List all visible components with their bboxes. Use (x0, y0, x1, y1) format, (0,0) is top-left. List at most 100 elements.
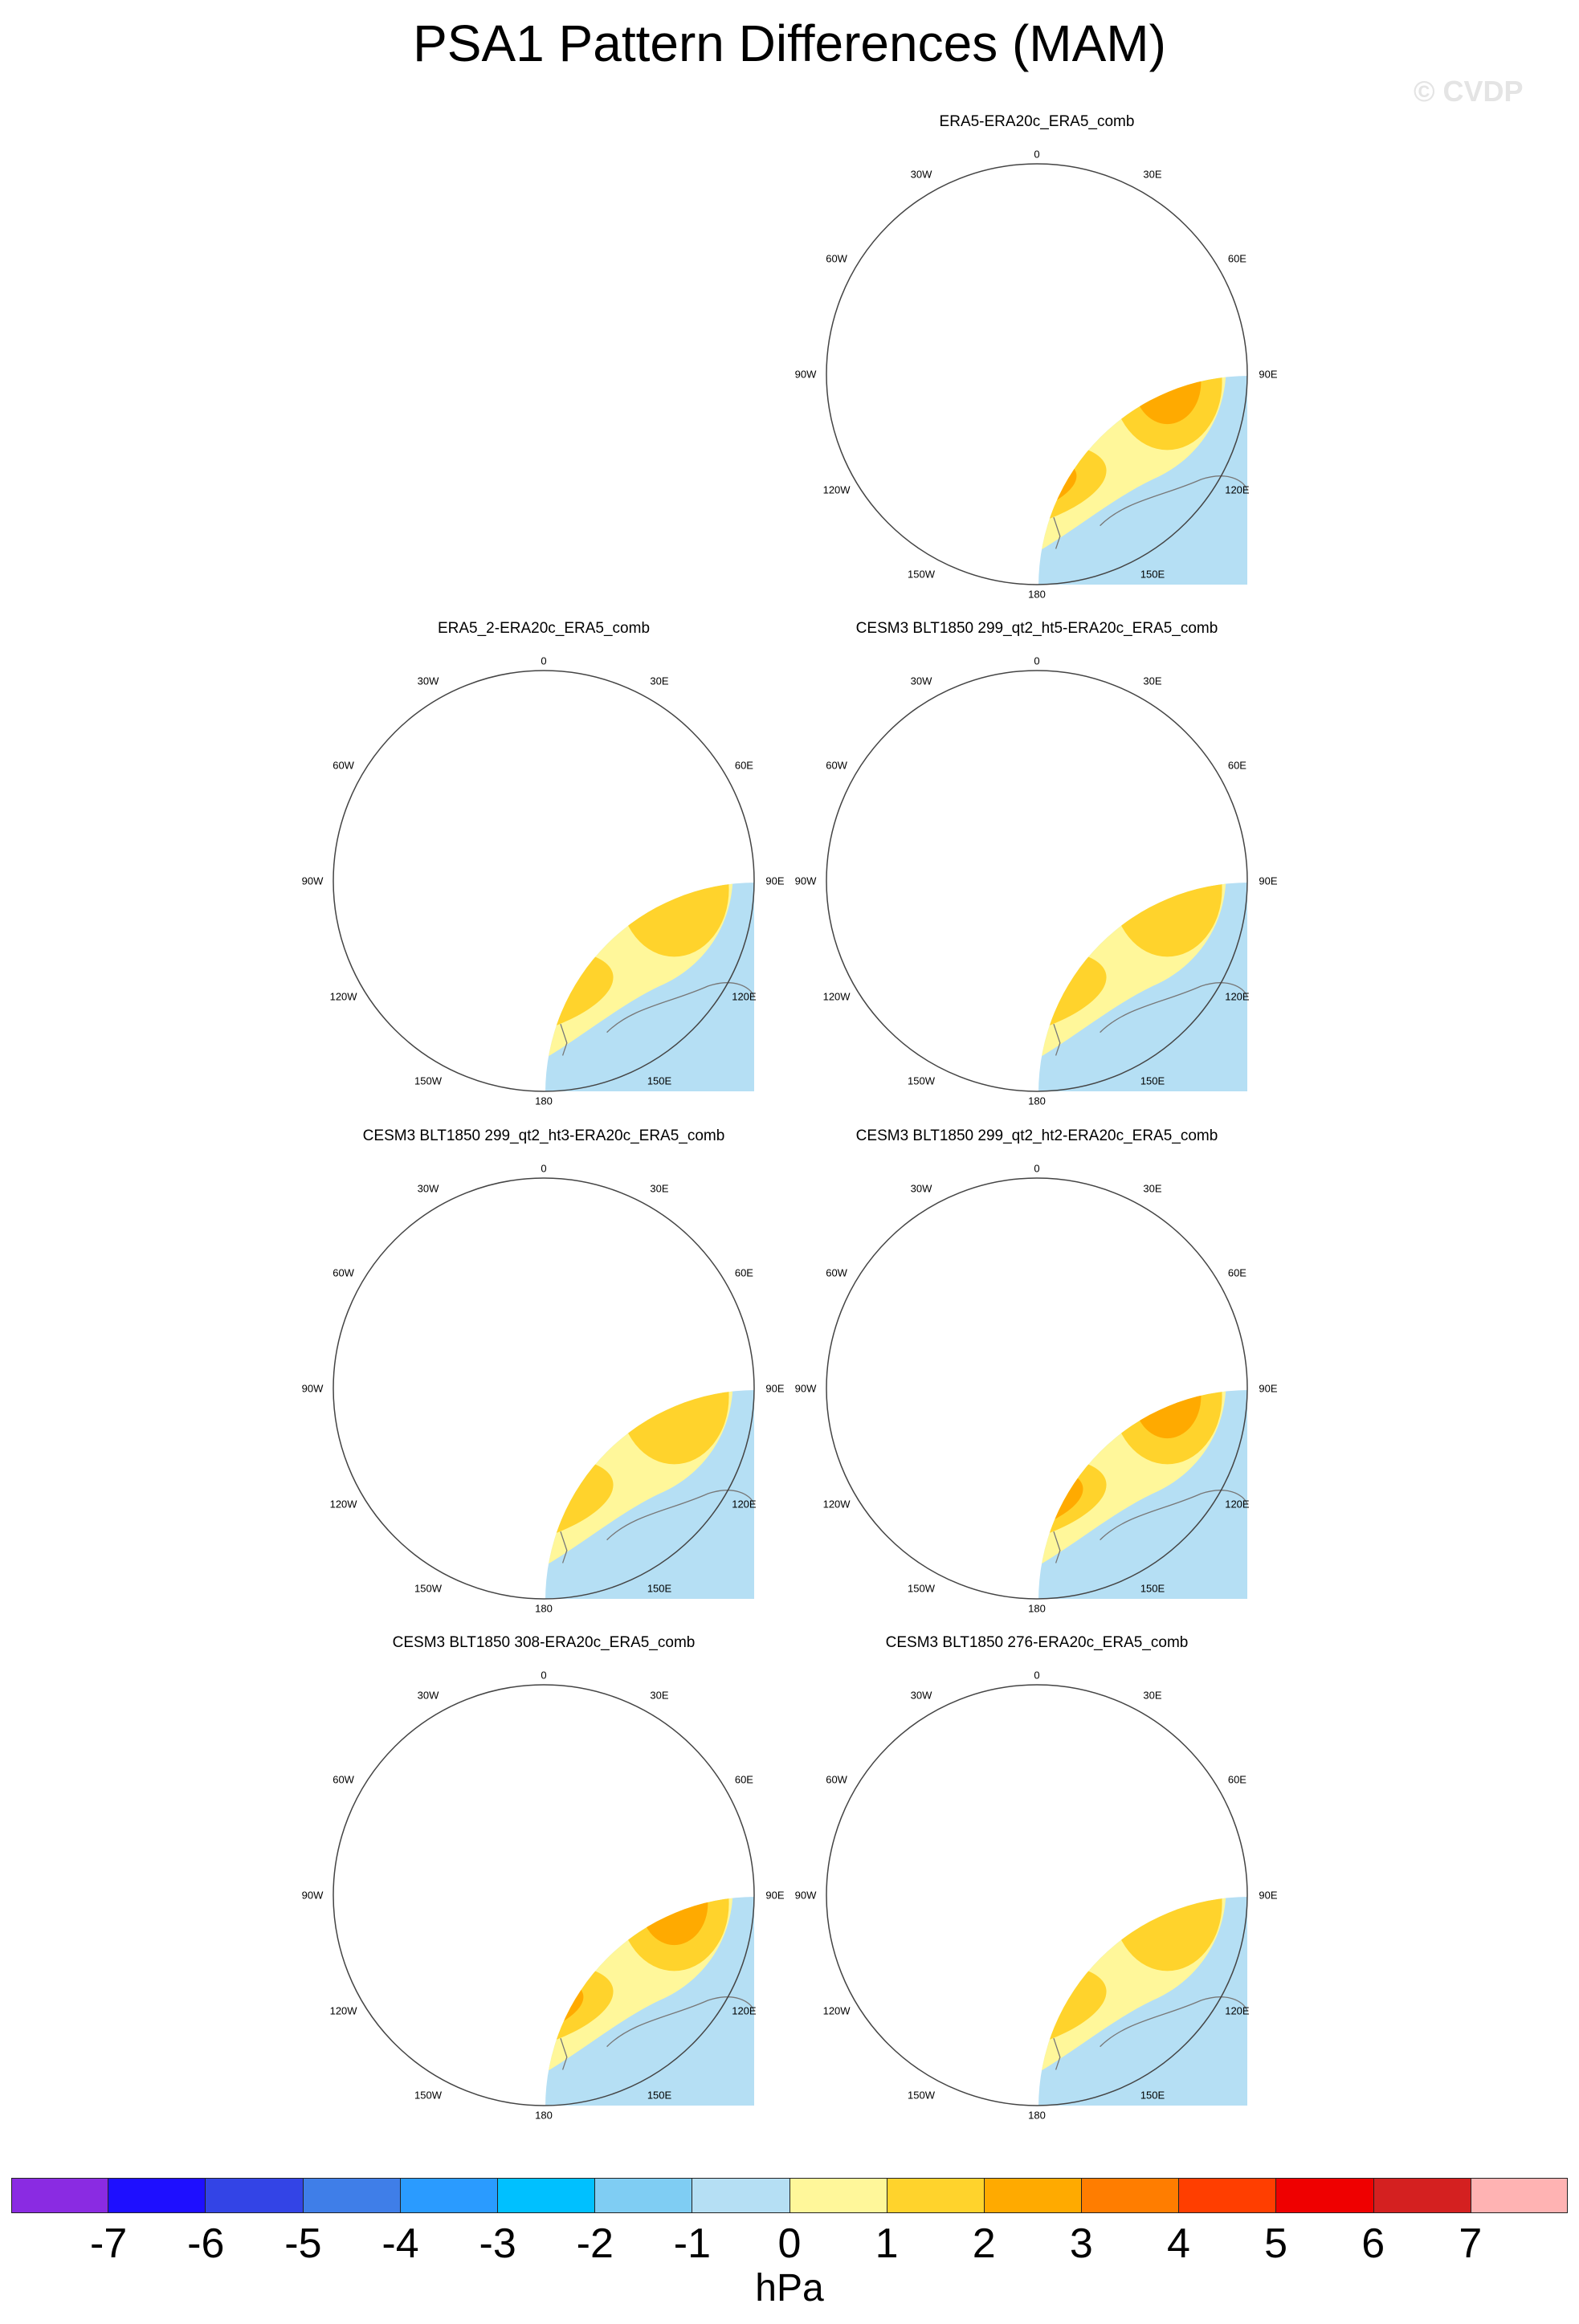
page-title: PSA1 Pattern Differences (MAM) (413, 14, 1166, 72)
colorbar-cell (206, 2178, 304, 2213)
longitude-label: 90W (794, 1382, 817, 1395)
contour-fill-positive (964, 1242, 1102, 1346)
contour-fill-positive (843, 1853, 902, 1979)
contour-fill-negative (1038, 883, 1039, 952)
contour-fill-negative (969, 353, 1026, 421)
contour-fill-positive (949, 724, 1117, 850)
contour-fill-positive (502, 758, 577, 814)
longitude-label: 150W (414, 2089, 442, 2102)
longitude-label: 60W (826, 759, 847, 772)
contour-fill-positive (455, 724, 624, 850)
colorbar-cell (303, 2178, 401, 2213)
antarctica-outline (1038, 1897, 1101, 1940)
longitude-label: 120W (822, 1498, 851, 1511)
panel-title: CESM3 BLT1850 299_qt2_ht3-ERA20c_ERA5_co… (362, 1127, 725, 1144)
contour-fill-0-1 (1038, 1390, 1226, 1592)
longitude-label: 180 (1028, 1095, 1046, 1107)
contour-fill-0-1 (545, 1897, 733, 2098)
colorbar-tick-label: 5 (1264, 2220, 1288, 2267)
contour-fill-positive (995, 758, 1070, 814)
contour-fill-negative (952, 1347, 1042, 1456)
south-america-outline (344, 1178, 512, 1347)
contour-fill-positive (1112, 1390, 1222, 1465)
contour-fill-negative (455, 834, 553, 953)
contour-fill-positive (619, 883, 729, 957)
colorbar-cell (400, 2178, 498, 2213)
longitude-label: 60E (1227, 1773, 1246, 1786)
contour-fill-negative (465, 1861, 543, 1955)
antarctica-outline (545, 883, 608, 926)
contour-fill-negative (1038, 1390, 1039, 1459)
contour-fill-positive (972, 1755, 1093, 1846)
polar-map (826, 163, 1248, 585)
panel-title: CESM3 BLT1850 299_qt2_ht5-ERA20c_ERA5_co… (855, 620, 1218, 637)
contour-fill-negative (545, 1897, 555, 1979)
longitude-label: 30W (910, 1182, 932, 1195)
colorbar-tick-label: 3 (1069, 2220, 1093, 2267)
contour-fill-negative (958, 1861, 1036, 1955)
longitude-label: 90E (1259, 1889, 1278, 1902)
contour-fill-positive (843, 332, 902, 459)
longitude-label: 150W (414, 1582, 442, 1595)
polar-map (826, 1177, 1248, 1600)
contour-fill-positive (843, 839, 902, 965)
map-border (333, 1177, 755, 1600)
contour-fill-0-1 (545, 1390, 733, 1592)
contour-fill-0-1 (1038, 1897, 1226, 2098)
contour-fill-positive (1003, 258, 1062, 302)
colorbar-tick-label: 4 (1167, 2220, 1190, 2267)
polar-map (826, 670, 1248, 1092)
longitude-label: 90E (765, 1382, 785, 1395)
colorbar-cell (1471, 2178, 1568, 2213)
south-america-outline (344, 1685, 512, 1853)
australia-outline (560, 1996, 755, 2070)
longitude-label: 120E (1225, 483, 1250, 496)
longitude-label: 30W (417, 1689, 439, 1702)
contour-fill-negative (952, 839, 1042, 948)
south-america-outline (344, 671, 512, 839)
longitude-label: 150W (908, 2089, 935, 2102)
colorbar-units: hPa (755, 2267, 824, 2310)
map-border (333, 1684, 755, 2106)
contour-fill-positive (350, 839, 409, 965)
background-shading (545, 1897, 754, 2106)
colorbar-cell (790, 2178, 887, 2213)
background-shading (1038, 883, 1247, 1091)
contour-fill-positive (474, 1751, 606, 1850)
map-border (333, 670, 755, 1092)
contour-fill-positive (545, 1475, 573, 1534)
longitude-label: 150W (414, 1074, 442, 1087)
contour-fill-negative (459, 1347, 549, 1456)
contour-fill-positive (361, 1878, 398, 1955)
africa-outline (590, 1685, 692, 1765)
longitude-label: 180 (535, 2109, 553, 2122)
longitude-label: 90W (794, 875, 817, 887)
longitude-label: 120W (329, 1498, 357, 1511)
contour-fill-positive (619, 1390, 729, 1465)
panel-title: CESM3 BLT1850 276-ERA20c_ERA5_comb (885, 1634, 1189, 1651)
contour-fill-positive (455, 1231, 624, 1357)
contour-fill-positive (1038, 469, 1047, 512)
longitude-label: 150W (908, 568, 935, 581)
map-border (826, 1177, 1248, 1600)
longitude-label: 60W (826, 1773, 847, 1786)
longitude-label: 90E (1259, 1382, 1278, 1395)
contour-fill-negative (545, 1897, 548, 1968)
australia-outline (1053, 1490, 1248, 1564)
colorbar-tick-label: 7 (1459, 2220, 1483, 2267)
contour-fill-positive (1133, 376, 1202, 425)
colorbar-tick-label: 1 (875, 2220, 899, 2267)
colorbar-tick-label: 6 (1361, 2220, 1385, 2267)
longitude-label: 30W (910, 1689, 932, 1702)
longitude-label: 120W (329, 990, 357, 1003)
contour-fill-negative (948, 1849, 1046, 1967)
longitude-label: 30E (1143, 675, 1162, 687)
longitude-label: 60E (734, 1773, 753, 1786)
contour-fill-positive (492, 1765, 587, 1837)
polar-map (333, 1684, 755, 2106)
contour-fill-positive (855, 357, 891, 434)
contour-fill-positive (1112, 883, 1222, 957)
longitude-label: 90W (301, 875, 324, 887)
longitude-label: 150E (647, 2089, 672, 2102)
australia-outline (1053, 1996, 1248, 2070)
